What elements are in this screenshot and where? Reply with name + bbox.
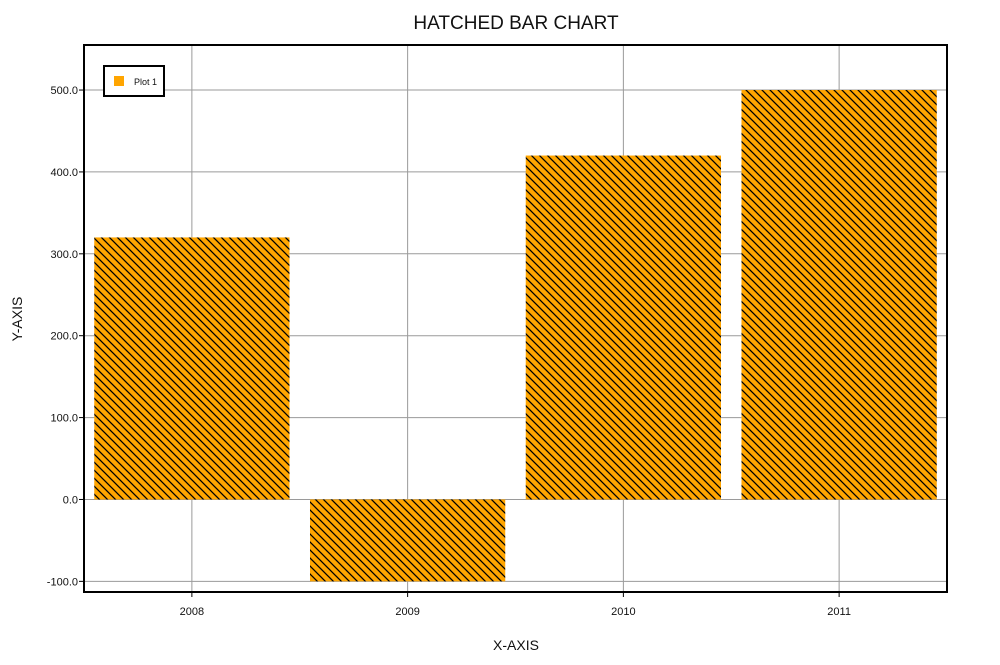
y-tick-label: -100.0 — [47, 576, 78, 588]
bar-2010 — [525, 155, 722, 500]
y-tick-label: 200.0 — [50, 331, 78, 343]
bar-2008 — [94, 237, 290, 500]
y-tick-label: 0.0 — [63, 494, 78, 506]
bar-2009 — [309, 499, 506, 582]
plot-frame — [83, 44, 948, 593]
x-axis-title: X-AXIS — [493, 637, 539, 653]
legend-swatch — [114, 76, 124, 86]
legend-label: Plot 1 — [134, 77, 157, 87]
y-tick-label: 300.0 — [50, 249, 78, 261]
bars — [94, 90, 937, 582]
axis-ticks: -100.0 0.0 100.0 200.0 300.0 400.0 500.0 2008 20… — [47, 85, 851, 618]
x-tick-label: 2010 — [611, 606, 635, 618]
y-tick-label: 500.0 — [50, 85, 78, 97]
y-axis-title: Y-AXIS — [9, 297, 25, 342]
bar-2011 — [741, 90, 937, 500]
y-tick-label: 100.0 — [50, 413, 78, 425]
x-tick-label: 2011 — [827, 606, 851, 618]
legend: Plot 1 — [103, 65, 165, 97]
y-tick-label: 400.0 — [50, 167, 78, 179]
chart-title: HATCHED BAR CHART — [413, 13, 619, 34]
x-tick-label: 2008 — [180, 606, 204, 618]
x-tick-label: 2009 — [395, 606, 419, 618]
